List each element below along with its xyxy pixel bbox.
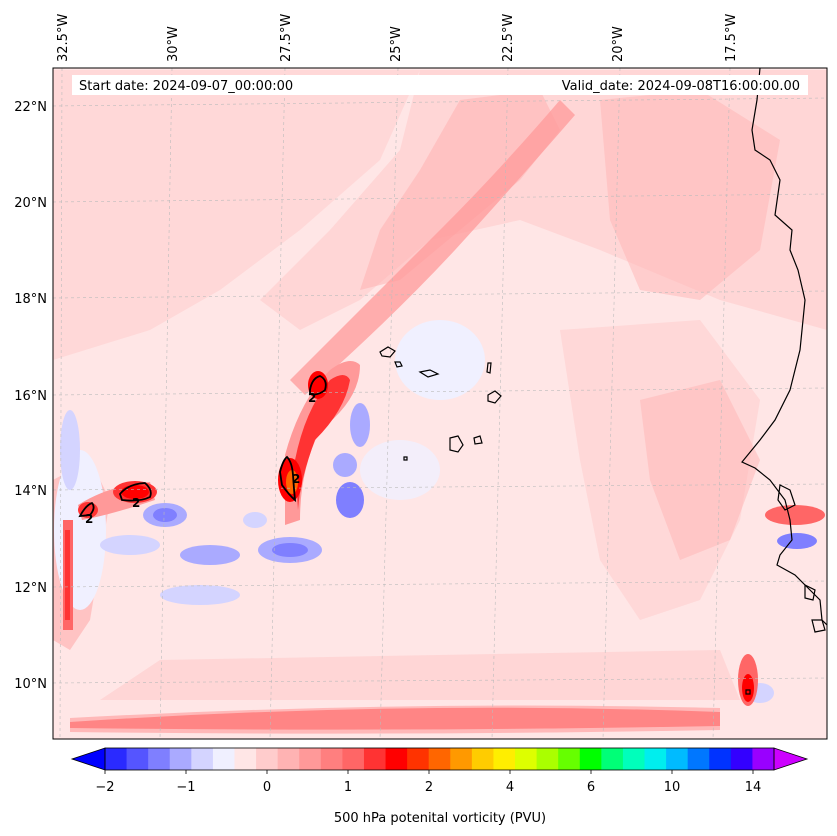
colorbar-cell (709, 748, 732, 770)
lon-label-30w: 30°W (166, 26, 181, 62)
colorbar-cell (622, 748, 646, 770)
colorbar-max-arrow (773, 747, 809, 771)
lat-label-20n: 20°N (14, 196, 47, 211)
lat-label-10n: 10°N (14, 677, 47, 692)
colorbar-cell (752, 748, 775, 770)
colorbar-tick-label: −2 (95, 780, 114, 795)
lat-label-14n: 14°N (14, 484, 47, 499)
colorbar-cell (169, 748, 192, 770)
graticule (53, 68, 827, 739)
colorbar-cell (256, 748, 279, 770)
lon-label-17-5w: 17.5°W (724, 14, 739, 62)
colorbar-cell (601, 748, 624, 770)
colorbar-tick-label: 10 (664, 780, 681, 795)
colorbar-tick-label: −1 (176, 780, 195, 795)
colorbar-cell (428, 748, 451, 770)
colorbar-min-arrow (70, 747, 106, 771)
colorbar-cell (471, 748, 494, 770)
colorbar-cell (363, 748, 387, 770)
lon-label-25w: 25°W (389, 26, 404, 62)
colorbar-cell (277, 748, 300, 770)
colorbar-cell (579, 748, 602, 770)
lon-label-32-5w: 32.5°W (56, 14, 71, 62)
colorbar-cell (407, 748, 430, 770)
longitude-labels: 32.5°W 30°W 27.5°W 25°W 22.5°W 20°W 17.5… (56, 14, 739, 62)
colorbar-tick-label: 0 (263, 780, 271, 795)
lat-label-12n: 12°N (14, 581, 47, 596)
colorbar-cell (234, 748, 257, 770)
colorbar-cell (450, 748, 473, 770)
colorbar-tick-label: 1 (344, 780, 352, 795)
contour-label-4: 2 (292, 472, 300, 486)
colorbar-cell (212, 748, 235, 770)
colorbar-cell (730, 748, 753, 770)
map-border (52, 67, 828, 740)
map-panel: 2 2 2 2 Start date: 2024-09-07_00:00:00 … (52, 67, 828, 740)
colorbar-cell (666, 748, 689, 770)
colorbar-tick-label: 14 (745, 780, 762, 795)
colorbar-cells (105, 748, 775, 770)
colorbar-tick-label: 2 (425, 780, 433, 795)
colorbar-cell (558, 748, 581, 770)
lon-label-22-5w: 22.5°W (501, 14, 516, 62)
start-date-label: Start date: 2024-09-07_00:00:00 (79, 79, 293, 94)
lat-label-16n: 16°N (14, 389, 47, 404)
colorbar-frame (104, 747, 775, 771)
date-header-box (72, 75, 808, 95)
colorbar-ticks (104, 770, 754, 774)
colorbar-cell (493, 748, 516, 770)
pv-field (53, 70, 827, 734)
colorbar-cell (105, 748, 128, 770)
colorbar-cell (644, 748, 667, 770)
colorbar-tick-label: 4 (506, 780, 514, 795)
lat-label-18n: 18°N (14, 292, 47, 307)
coastlines (379, 68, 827, 695)
colorbar-cell (126, 748, 149, 770)
latitude-labels: 22°N 20°N 18°N 16°N 14°N 12°N 10°N (14, 100, 47, 692)
valid-date-label: Valid_date: 2024-09-08T16:00:00.00 (562, 79, 800, 94)
lon-label-27-5w: 27.5°W (279, 14, 294, 62)
colorbar-cell (687, 748, 710, 770)
colorbar-cell (299, 748, 322, 770)
colorbar-tick-label: 6 (587, 780, 595, 795)
contour-label-1: 2 (132, 496, 140, 510)
colorbar-cell (191, 748, 214, 770)
contour-label-3: 2 (308, 391, 316, 405)
colorbar: −2 −1 0 1 2 4 6 10 14 500 hPa potenital … (70, 747, 809, 826)
colorbar-cell (385, 748, 408, 770)
lon-label-20w: 20°W (611, 26, 626, 62)
lat-label-22n: 22°N (14, 100, 47, 115)
colorbar-cell (515, 748, 538, 770)
colorbar-cell (342, 748, 365, 770)
pv-2-contours (78, 375, 327, 518)
colorbar-title: 500 hPa potenital vorticity (PVU) (334, 811, 546, 826)
colorbar-cell (320, 748, 343, 770)
colorbar-cell (536, 748, 559, 770)
colorbar-cell (148, 748, 171, 770)
contour-label-2: 2 (85, 512, 93, 526)
